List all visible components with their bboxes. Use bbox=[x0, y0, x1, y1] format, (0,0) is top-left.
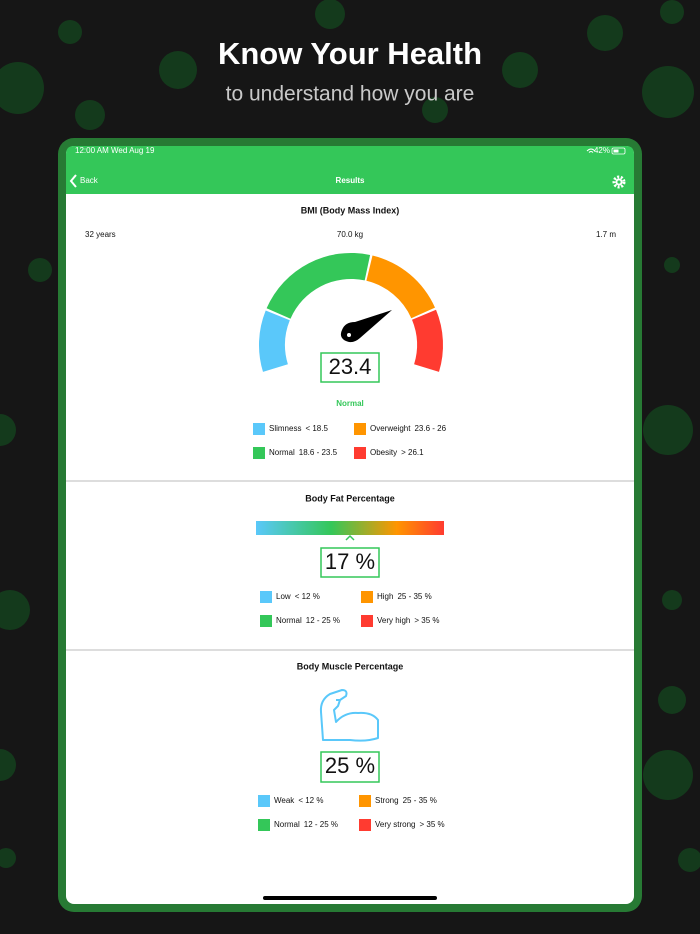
legend-range: > 35 % bbox=[419, 820, 444, 829]
fat-indicator bbox=[345, 534, 355, 541]
height: 1.7 m bbox=[596, 230, 616, 239]
legend-name: Slimness bbox=[269, 424, 301, 433]
legend-name: Very high bbox=[377, 616, 410, 625]
legend-name: Normal bbox=[269, 448, 295, 457]
legend-swatch bbox=[354, 423, 366, 435]
legend-name: Overweight bbox=[370, 424, 411, 433]
section-title: Body Muscle Percentage bbox=[297, 661, 404, 671]
section-title: BMI (Body Mass Index) bbox=[301, 205, 400, 215]
legend-swatch bbox=[361, 591, 373, 603]
legend-range: 12 - 25 % bbox=[304, 820, 338, 829]
legend-swatch bbox=[253, 423, 265, 435]
value-box bbox=[320, 751, 380, 783]
legend-range: 25 - 35 % bbox=[397, 592, 431, 601]
legend-swatch bbox=[359, 819, 371, 831]
legend-swatch bbox=[258, 795, 270, 807]
bmi-value: 23.4 bbox=[329, 354, 372, 379]
legend-swatch bbox=[258, 819, 270, 831]
settings-icon[interactable] bbox=[612, 175, 626, 189]
legend-swatch bbox=[253, 447, 265, 459]
legend-name: Normal bbox=[274, 820, 300, 829]
legend: Low < 12 % High 25 - 35 % Normal 12 - 25 % Ver… bbox=[260, 591, 440, 627]
legend-swatch bbox=[359, 795, 371, 807]
status-date: Wed Aug 19 bbox=[111, 146, 155, 155]
section-title: Body Fat Percentage bbox=[305, 493, 395, 503]
battery-level bbox=[613, 149, 619, 153]
muscle-value: 25 % bbox=[325, 753, 375, 778]
legend-range: 12 - 25 % bbox=[306, 616, 340, 625]
legend-range: < 12 % bbox=[298, 796, 323, 805]
legend-range: > 35 % bbox=[414, 616, 439, 625]
fat-value: 17 % bbox=[325, 549, 375, 574]
legend-name: High bbox=[377, 592, 393, 601]
fat-scale bbox=[256, 521, 444, 535]
legend: Slimness < 18.5 Overweight 23.6 - 26 Normal 1… bbox=[253, 423, 447, 459]
bmi-gauge bbox=[258, 252, 444, 372]
legend-swatch bbox=[361, 615, 373, 627]
legend-swatch bbox=[354, 447, 366, 459]
legend-name: Obesity bbox=[370, 448, 397, 457]
status-time: 12:00 AM bbox=[75, 146, 109, 155]
bmi-status: Normal bbox=[336, 399, 364, 408]
legend-swatch bbox=[260, 615, 272, 627]
home-indicator bbox=[263, 896, 437, 900]
background-dots bbox=[0, 0, 700, 872]
legend-range: 23.6 - 26 bbox=[414, 424, 446, 433]
back-chevron[interactable] bbox=[69, 174, 77, 188]
back-button[interactable]: Back bbox=[80, 176, 99, 185]
battery-icon bbox=[611, 147, 626, 155]
legend-range: < 18.5 bbox=[305, 424, 328, 433]
legend-range: 18.6 - 23.5 bbox=[299, 448, 338, 457]
needle-pivot bbox=[347, 333, 351, 337]
legend-range: > 26.1 bbox=[401, 448, 424, 457]
gauge-needle bbox=[340, 310, 392, 343]
value-box bbox=[320, 352, 380, 383]
hero-title: Know Your Health bbox=[218, 36, 482, 71]
gauge-segment bbox=[366, 255, 435, 319]
hero-subtitle: to understand how you are bbox=[226, 83, 475, 106]
status-battery: 42% bbox=[594, 146, 610, 155]
muscle-icon bbox=[319, 689, 379, 742]
legend: Weak < 12 % Strong 25 - 35 % Normal 12 - 25 %… bbox=[258, 795, 445, 831]
wifi-icon bbox=[586, 148, 596, 153]
legend-name: Low bbox=[276, 592, 291, 601]
legend-name: Very strong bbox=[375, 820, 415, 829]
nav-title: Results bbox=[336, 176, 365, 185]
legend-name: Strong bbox=[375, 796, 399, 805]
weight: 70.0 kg bbox=[337, 230, 363, 239]
gauge-segment bbox=[266, 252, 371, 319]
legend-range: < 12 % bbox=[295, 592, 320, 601]
legend-name: Weak bbox=[274, 796, 295, 805]
value-box bbox=[320, 547, 380, 578]
gauge-segment bbox=[412, 309, 444, 372]
age: 32 years bbox=[85, 230, 116, 239]
legend-range: 25 - 35 % bbox=[403, 796, 437, 805]
legend-swatch bbox=[260, 591, 272, 603]
legend-name: Normal bbox=[276, 616, 302, 625]
nav-bar bbox=[66, 146, 634, 194]
gauge-segment bbox=[258, 310, 290, 372]
